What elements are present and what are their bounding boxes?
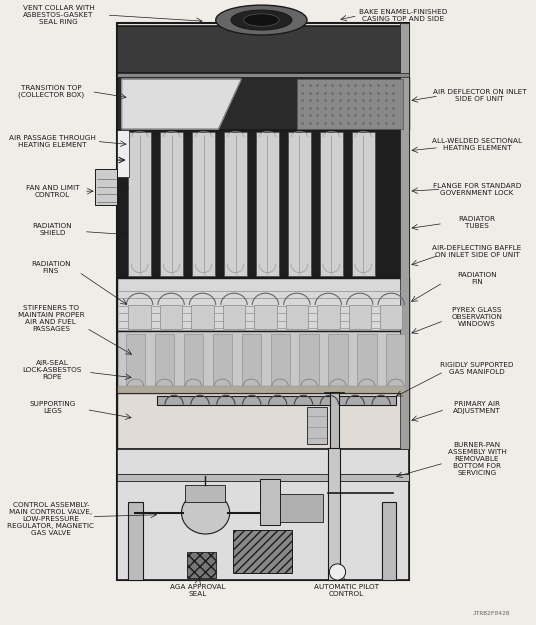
Bar [234,530,292,572]
Bar [129,132,151,276]
Bar [117,449,408,580]
Text: FAN AND LIMIT
CONTROL: FAN AND LIMIT CONTROL [26,184,79,198]
Text: AGA APPROVAL
SEAL: AGA APPROVAL SEAL [170,584,226,597]
Bar [256,132,279,276]
Bar [329,448,339,580]
Bar [117,73,408,77]
Bar [158,396,396,404]
Text: FLANGE FOR STANDARD
GOVERNMENT LOCK: FLANGE FOR STANDARD GOVERNMENT LOCK [433,182,521,196]
Text: AIR-DEFLECTING BAFFLE
ON INLET SIDE OF UNIT: AIR-DEFLECTING BAFFLE ON INLET SIDE OF U… [433,245,522,258]
Bar [117,130,130,177]
Bar [117,77,408,130]
Bar [117,331,408,393]
Bar [192,132,215,276]
Bar [300,334,319,391]
Bar [126,334,145,391]
Bar [307,407,327,444]
Bar [191,305,214,329]
Text: AIR-SEAL
LOCK-ASBESTOS
ROPE: AIR-SEAL LOCK-ASBESTOS ROPE [23,360,82,380]
Text: VENT COLLAR WITH
ASBESTOS-GASKET
SEAL RING: VENT COLLAR WITH ASBESTOS-GASKET SEAL RI… [23,5,94,25]
Bar [117,130,408,278]
Bar [380,305,403,329]
Text: PYREX GLASS
OBSERVATION
WINDOWS: PYREX GLASS OBSERVATION WINDOWS [451,307,502,327]
Bar [185,485,225,502]
Bar [155,334,174,391]
Bar [117,278,408,331]
Text: BAKE ENAMEL-FINISHED
CASING TOP AND SIDE: BAKE ENAMEL-FINISHED CASING TOP AND SIDE [359,9,448,22]
Bar [117,26,408,73]
Bar [184,334,203,391]
Bar [187,552,216,578]
Bar [288,132,310,276]
Bar [271,334,290,391]
Bar [260,479,280,525]
Text: RADIATOR
TUBES: RADIATOR TUBES [458,216,495,229]
Bar [382,503,396,580]
Bar [117,474,408,481]
Bar [386,334,405,391]
Text: RADIATION
SHIELD: RADIATION SHIELD [33,223,72,236]
Text: TRANSITION TOP
(COLLECTOR BOX): TRANSITION TOP (COLLECTOR BOX) [18,85,84,98]
Bar [117,23,408,580]
Bar [160,305,182,329]
Bar [330,392,339,449]
Bar [95,169,117,206]
Text: RADIATION
FIN: RADIATION FIN [457,272,497,285]
Bar [129,305,151,329]
Text: CONTROL ASSEMBLY-
MAIN CONTROL VALVE,
LOW-PRESSURE
REGULATOR, MAGNETIC
GAS VALVE: CONTROL ASSEMBLY- MAIN CONTROL VALVE, LO… [8,502,94,536]
Text: RADIATION
FINS: RADIATION FINS [31,261,71,274]
Bar [317,305,339,329]
Bar [160,132,183,276]
Bar [297,79,404,129]
Text: AIR DEFLECTOR ON INLET
SIDE OF UNIT: AIR DEFLECTOR ON INLET SIDE OF UNIT [433,89,526,102]
Ellipse shape [182,492,230,534]
Bar [254,305,277,329]
Bar [118,386,406,393]
Text: STIFFENERS TO
MAINTAIN PROPER
AIR AND FUEL
PASSAGES: STIFFENERS TO MAINTAIN PROPER AIR AND FU… [18,305,84,332]
Ellipse shape [215,5,307,35]
Text: AIR PASSAGE THROUGH
HEATING ELEMENT: AIR PASSAGE THROUGH HEATING ELEMENT [9,135,96,148]
Text: JTRB2F0428: JTRB2F0428 [472,611,510,616]
Bar [223,305,245,329]
Text: BURNER-PAN
ASSEMBLY WITH
REMOVABLE
BOTTOM FOR
SERVICING: BURNER-PAN ASSEMBLY WITH REMOVABLE BOTTO… [448,442,507,476]
Bar [400,23,408,449]
Ellipse shape [244,14,279,26]
Bar [352,132,375,276]
Bar [280,494,323,522]
Text: ALL-WELDED SECTIONAL
HEATING ELEMENT: ALL-WELDED SECTIONAL HEATING ELEMENT [432,138,522,151]
Bar [358,334,377,391]
Bar [225,132,247,276]
Ellipse shape [329,564,346,580]
Bar [348,305,371,329]
Bar [320,132,343,276]
Text: RIGIDLY SUPPORTED
GAS MANIFOLD: RIGIDLY SUPPORTED GAS MANIFOLD [440,362,513,375]
Bar [213,334,232,391]
Bar [129,503,143,580]
Bar [329,334,348,391]
Text: AUTOMATIC PILOT
CONTROL: AUTOMATIC PILOT CONTROL [314,584,379,597]
Bar [117,393,408,449]
Text: PRIMARY AIR
ADJUSTMENT: PRIMARY AIR ADJUSTMENT [453,401,501,414]
Bar [286,305,308,329]
Ellipse shape [231,10,292,30]
Polygon shape [122,79,241,129]
Bar [242,334,261,391]
Text: SUPPORTING
LEGS: SUPPORTING LEGS [29,401,76,414]
